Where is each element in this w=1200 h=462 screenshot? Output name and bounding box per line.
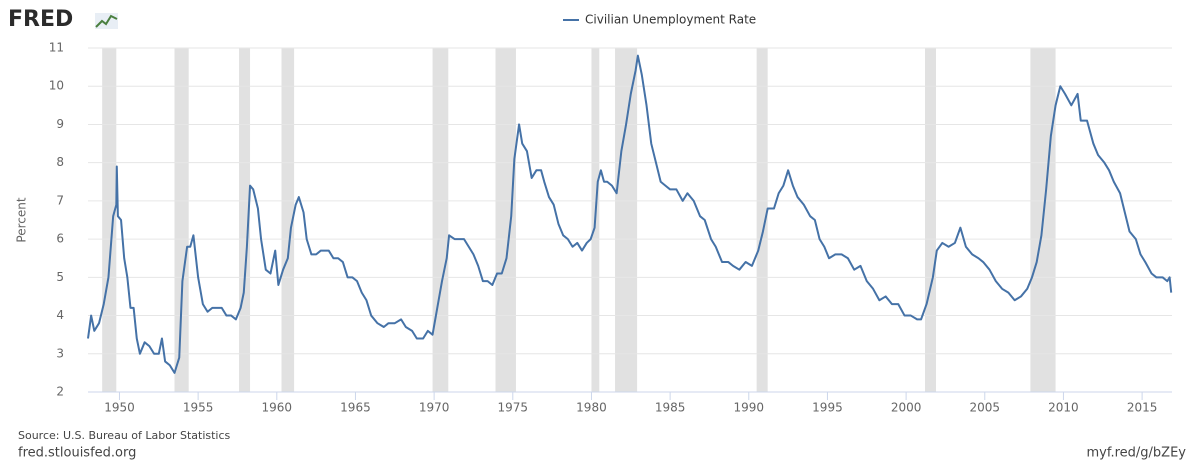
recession-band: [432, 48, 449, 392]
y-tick-label: 5: [56, 270, 64, 284]
logo[interactable]: FRED: [8, 7, 118, 32]
y-tick-label: 2: [56, 385, 64, 399]
y-tick-label: 4: [56, 308, 64, 322]
x-tick-label: 1980: [576, 401, 607, 415]
x-tick-label: 1985: [655, 401, 686, 415]
logo-icon: [95, 13, 118, 29]
x-tick-label: 1955: [183, 401, 214, 415]
y-tick-label: 7: [56, 193, 64, 207]
x-tick-label: 2005: [970, 401, 1001, 415]
source: Source: U.S. Bureau of Labor Statistics: [18, 429, 231, 442]
logo-text[interactable]: FRED: [8, 7, 73, 32]
y-tick-label: 8: [56, 155, 64, 169]
x-tick-label: 1975: [498, 401, 529, 415]
y-tick-label: 3: [56, 346, 64, 360]
x-tick-label: 1965: [340, 401, 371, 415]
y-tick-label: 11: [49, 41, 64, 55]
x-tick-label: 1960: [262, 401, 293, 415]
recession-band: [239, 48, 251, 392]
y-tick-label: 6: [56, 232, 64, 246]
x-tick-label: 2010: [1048, 401, 1079, 415]
legend-label: Civilian Unemployment Rate: [585, 13, 756, 27]
y-axis-label: Percent: [15, 197, 29, 242]
logo-icon-line: [95, 14, 118, 28]
short-link[interactable]: myf.red/g/bZEy: [1086, 446, 1186, 461]
y-tick-label: 9: [56, 117, 64, 131]
recession-band: [615, 48, 638, 392]
recession-band: [495, 48, 516, 392]
site-link[interactable]: fred.stlouisfed.org: [18, 446, 136, 461]
recession-band: [756, 48, 768, 392]
x-tick-label: 1950: [104, 401, 135, 415]
recession-band: [924, 48, 937, 392]
y-tick-label: 10: [49, 79, 64, 93]
recession-band: [102, 48, 117, 392]
x-tick-label: 2015: [1127, 401, 1158, 415]
recession-band: [174, 48, 189, 392]
x-tick-label: 2000: [891, 401, 922, 415]
x-tick-label: 1990: [734, 401, 765, 415]
x-tick-label: 1970: [419, 401, 450, 415]
x-tick-label: 1995: [812, 401, 843, 415]
data-line: [87, 54, 1173, 374]
recession-band: [281, 48, 295, 392]
